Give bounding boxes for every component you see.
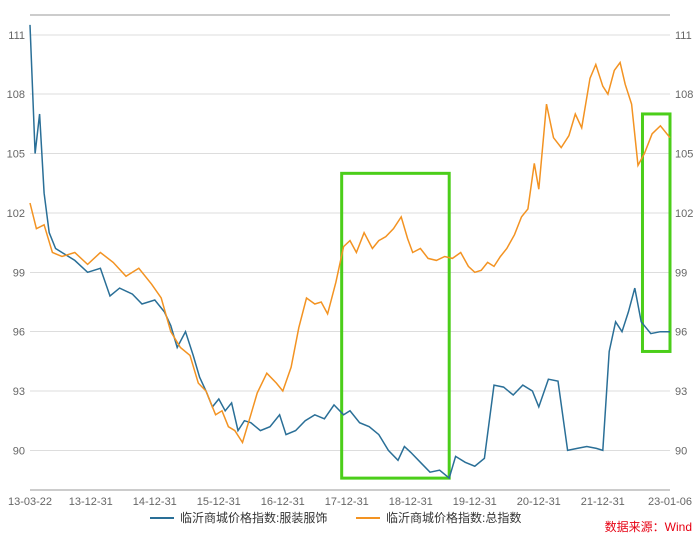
x-tick: 14-12-31 xyxy=(133,496,177,508)
y-tick-right: 102 xyxy=(675,208,693,220)
y-tick-right: 90 xyxy=(675,445,687,457)
x-tick: 18-12-31 xyxy=(389,496,433,508)
y-tick-left: 90 xyxy=(13,445,25,457)
y-tick-left: 108 xyxy=(7,89,25,101)
legend-label: 临沂商城价格指数:总指数 xyxy=(386,510,521,525)
x-tick: 20-12-31 xyxy=(517,496,561,508)
x-tick: 21-12-31 xyxy=(581,496,625,508)
y-tick-right: 111 xyxy=(675,30,692,42)
data-source: 数据来源：Wind xyxy=(605,519,692,534)
x-tick: 13-12-31 xyxy=(69,496,113,508)
x-tick: 23-01-06 xyxy=(648,496,692,508)
y-tick-left: 99 xyxy=(13,267,25,279)
y-tick-left: 102 xyxy=(7,208,25,220)
y-tick-right: 96 xyxy=(675,327,687,339)
y-tick-right: 99 xyxy=(675,267,687,279)
price-index-chart: 90 90 93 93 96 96 99 99 102 102 105 105 108 108 111 111… xyxy=(0,0,700,535)
x-tick: 13-03-22 xyxy=(8,496,52,508)
x-tick: 19-12-31 xyxy=(453,496,497,508)
x-tick: 16-12-31 xyxy=(261,496,305,508)
legend-label: 临沂商城价格指数:服装服饰 xyxy=(180,510,327,525)
y-tick-right: 108 xyxy=(675,89,693,101)
y-tick-left: 96 xyxy=(13,327,25,339)
y-tick-left: 105 xyxy=(7,149,25,161)
y-tick-right: 93 xyxy=(675,386,687,398)
y-tick-right: 105 xyxy=(675,149,693,161)
x-tick: 15-12-31 xyxy=(197,496,241,508)
x-tick: 17-12-31 xyxy=(325,496,369,508)
y-tick-left: 111 xyxy=(8,30,25,42)
y-tick-left: 93 xyxy=(13,386,25,398)
